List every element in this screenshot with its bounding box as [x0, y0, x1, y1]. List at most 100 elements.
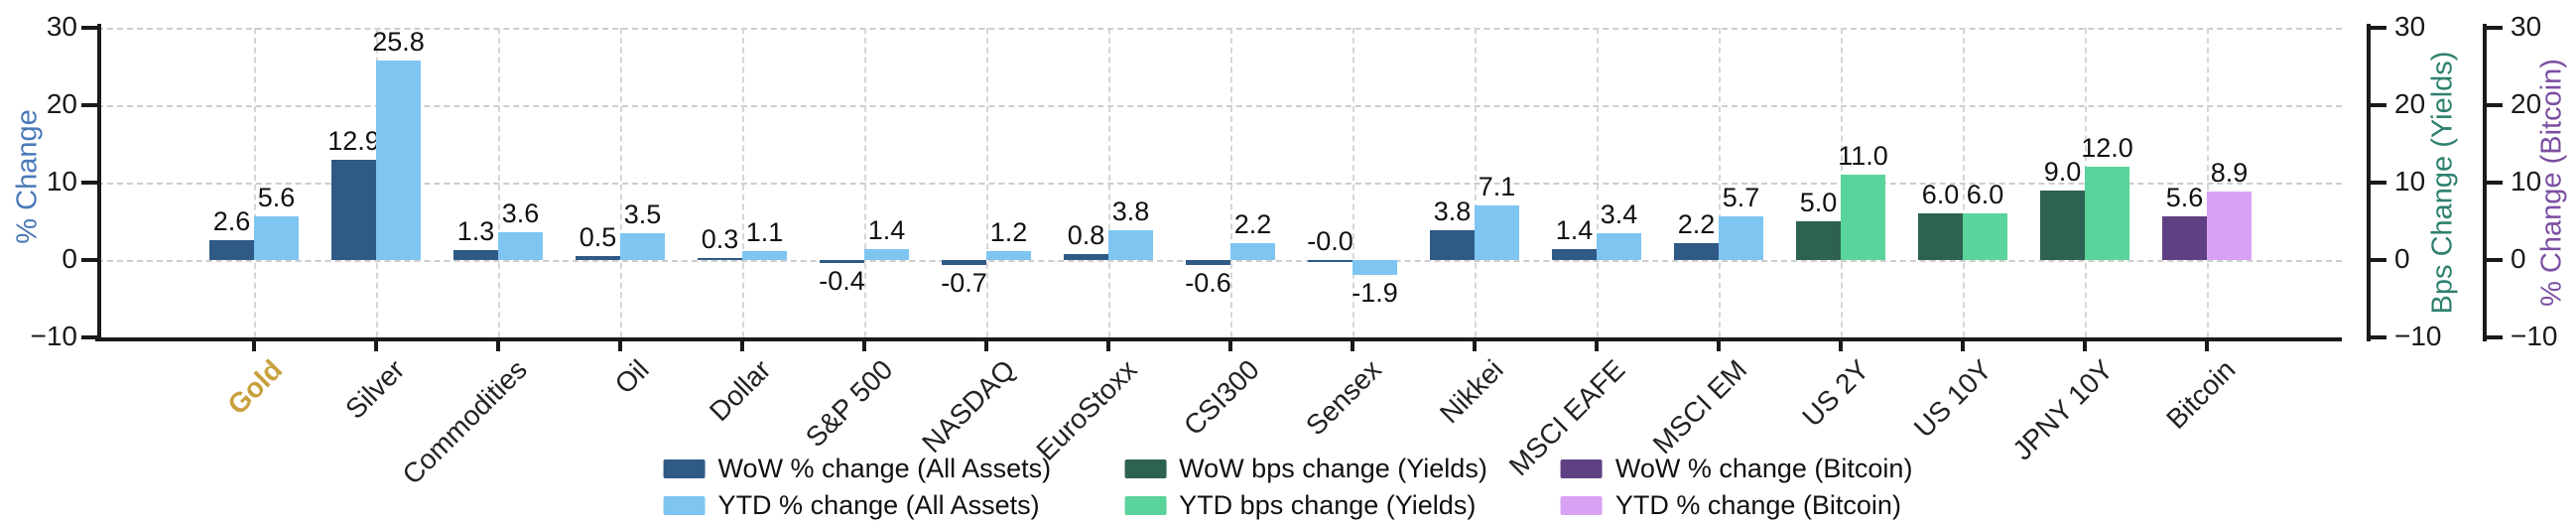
value-wow-msci-eafe: 1.4	[1555, 215, 1594, 246]
bar-ytd-commodities	[498, 231, 543, 260]
x-axis-tick	[740, 337, 744, 351]
x-label-us-10y: US 10Y	[1907, 353, 1997, 444]
value-wow-jpny-10y: 9.0	[2043, 156, 2082, 187]
left-axis-tick	[81, 258, 97, 262]
value-ytd-bitcoin: 8.9	[2210, 157, 2249, 188]
bitcoin-axis-tick-label: 30	[2511, 11, 2542, 42]
bar-wow-nasdaq	[942, 260, 986, 266]
gridline	[1719, 28, 1721, 337]
value-wow-commodities: 1.3	[456, 215, 495, 246]
value-ytd-nikkei: 7.1	[1478, 171, 1516, 201]
yields-axis-tick-label: 20	[2394, 88, 2426, 119]
x-axis-tick	[1473, 337, 1477, 351]
gridline	[1108, 28, 1110, 337]
gridline	[1352, 28, 1354, 337]
left-axis-tick	[81, 26, 97, 30]
bar-wow-s-p-500	[820, 260, 864, 264]
gridline	[254, 28, 256, 337]
value-wow-nikkei: 3.8	[1433, 196, 1472, 227]
yields-axis-title: Bps Change (Yields)	[2426, 51, 2459, 315]
x-axis-tick	[1106, 337, 1110, 351]
gridline	[1230, 28, 1232, 337]
left-axis-tick-label: 10	[46, 166, 77, 196]
legend-swatch	[663, 495, 706, 515]
x-axis-tick	[2205, 337, 2209, 351]
x-axis-tick	[1351, 337, 1354, 351]
legend-swatch	[1560, 458, 1603, 478]
bar-wow-dollar	[698, 257, 742, 260]
gridline	[498, 28, 500, 337]
value-ytd-jpny-10y: 12.0	[2081, 133, 2133, 164]
x-label-nikkei: Nikkei	[1433, 353, 1509, 430]
legend-label: YTD bps change (Yields)	[1179, 489, 1477, 520]
value-wow-sensex: -0.0	[1307, 226, 1353, 256]
gridline	[97, 105, 2342, 107]
bar-wow-eurostoxx	[1064, 253, 1108, 260]
legend-column: WoW bps change (Yields) YTD bps change (Y…	[1124, 454, 1487, 520]
bitcoin-axis-tick-label: −10	[2511, 321, 2558, 351]
left-axis-tick	[81, 103, 97, 107]
value-wow-s-p-500: -0.4	[819, 266, 865, 297]
x-axis-tick	[374, 337, 378, 351]
left-axis-tick-label: −10	[30, 321, 78, 351]
bar-wow-msci-eafe	[1552, 249, 1597, 260]
x-label-s-p-500: S&P 500	[799, 353, 899, 454]
legend-label: WoW % change (Bitcoin)	[1614, 453, 1913, 483]
bitcoin-axis-tick	[2487, 103, 2503, 107]
legend-swatch	[1124, 458, 1167, 478]
value-ytd-gold: 5.6	[257, 183, 296, 213]
yields-axis-tick-label: 30	[2394, 11, 2426, 42]
yields-axis-tick	[2371, 258, 2386, 262]
value-wow-bitcoin: 5.6	[2165, 183, 2204, 213]
x-label-jpny-10y: JPNY 10Y	[2006, 353, 2120, 466]
legend-column: WoW % change (All Assets) YTD % change (A…	[663, 454, 1051, 520]
bitcoin-axis-title: % Change (Bitcoin)	[2535, 59, 2568, 307]
bitcoin-axis-tick	[2487, 26, 2503, 30]
gridline	[1963, 28, 1965, 337]
left-axis-title: % Change	[11, 109, 44, 244]
bar-wow-csi300	[1186, 260, 1230, 265]
x-label-silver: Silver	[339, 353, 411, 426]
left-axis-tick	[81, 335, 97, 339]
x-axis-line	[95, 337, 2342, 341]
bar-wow-nikkei	[1430, 230, 1475, 260]
gridline	[986, 28, 988, 337]
bar-wow-msci-em	[1674, 242, 1719, 260]
legend-item-wow-change-all-assets: WoW % change (All Assets)	[663, 454, 1051, 483]
x-axis-tick	[1839, 337, 1843, 351]
bar-wow-commodities	[453, 249, 498, 260]
legend-label: YTD % change (Bitcoin)	[1614, 489, 1901, 520]
x-axis-tick	[496, 337, 500, 351]
value-ytd-us-2y: 11.0	[1838, 141, 1888, 172]
bar-wow-us-10y	[1918, 213, 1963, 260]
legend-item-ytd-bps-change-yields: YTD bps change (Yields)	[1124, 490, 1487, 520]
value-wow-csi300: -0.6	[1185, 267, 1231, 298]
value-ytd-us-10y: 6.0	[1966, 180, 2004, 210]
x-axis-tick	[1228, 337, 1232, 351]
bar-ytd-jpny-10y	[2085, 167, 2129, 260]
yields-axis-tick-label: 10	[2394, 166, 2426, 196]
legend-item-ytd-change-bitcoin: YTD % change (Bitcoin)	[1560, 489, 1913, 520]
x-axis-tick	[618, 337, 622, 351]
value-ytd-msci-eafe: 3.4	[1600, 199, 1638, 230]
bar-wow-sensex	[1308, 260, 1352, 262]
gridline	[620, 28, 622, 337]
bar-ytd-msci-em	[1719, 215, 1763, 260]
bar-ytd-us-10y	[1963, 213, 2007, 260]
value-ytd-s-p-500: 1.4	[867, 215, 906, 246]
yields-axis-tick-label: −10	[2394, 321, 2442, 351]
bar-ytd-silver	[376, 60, 421, 260]
bar-ytd-nasdaq	[986, 250, 1031, 260]
bar-ytd-sensex	[1352, 260, 1397, 275]
yields-axis-tick	[2371, 181, 2386, 185]
value-wow-msci-em: 2.2	[1677, 208, 1716, 239]
value-ytd-oil: 3.5	[623, 198, 662, 229]
x-axis-tick	[252, 337, 256, 351]
x-axis-tick	[2083, 337, 2087, 351]
gridline	[2207, 28, 2209, 337]
x-axis-tick	[1717, 337, 1721, 351]
value-ytd-sensex: -1.9	[1352, 277, 1398, 308]
bar-ytd-eurostoxx	[1108, 230, 1153, 260]
x-label-gold: Gold	[221, 353, 289, 421]
